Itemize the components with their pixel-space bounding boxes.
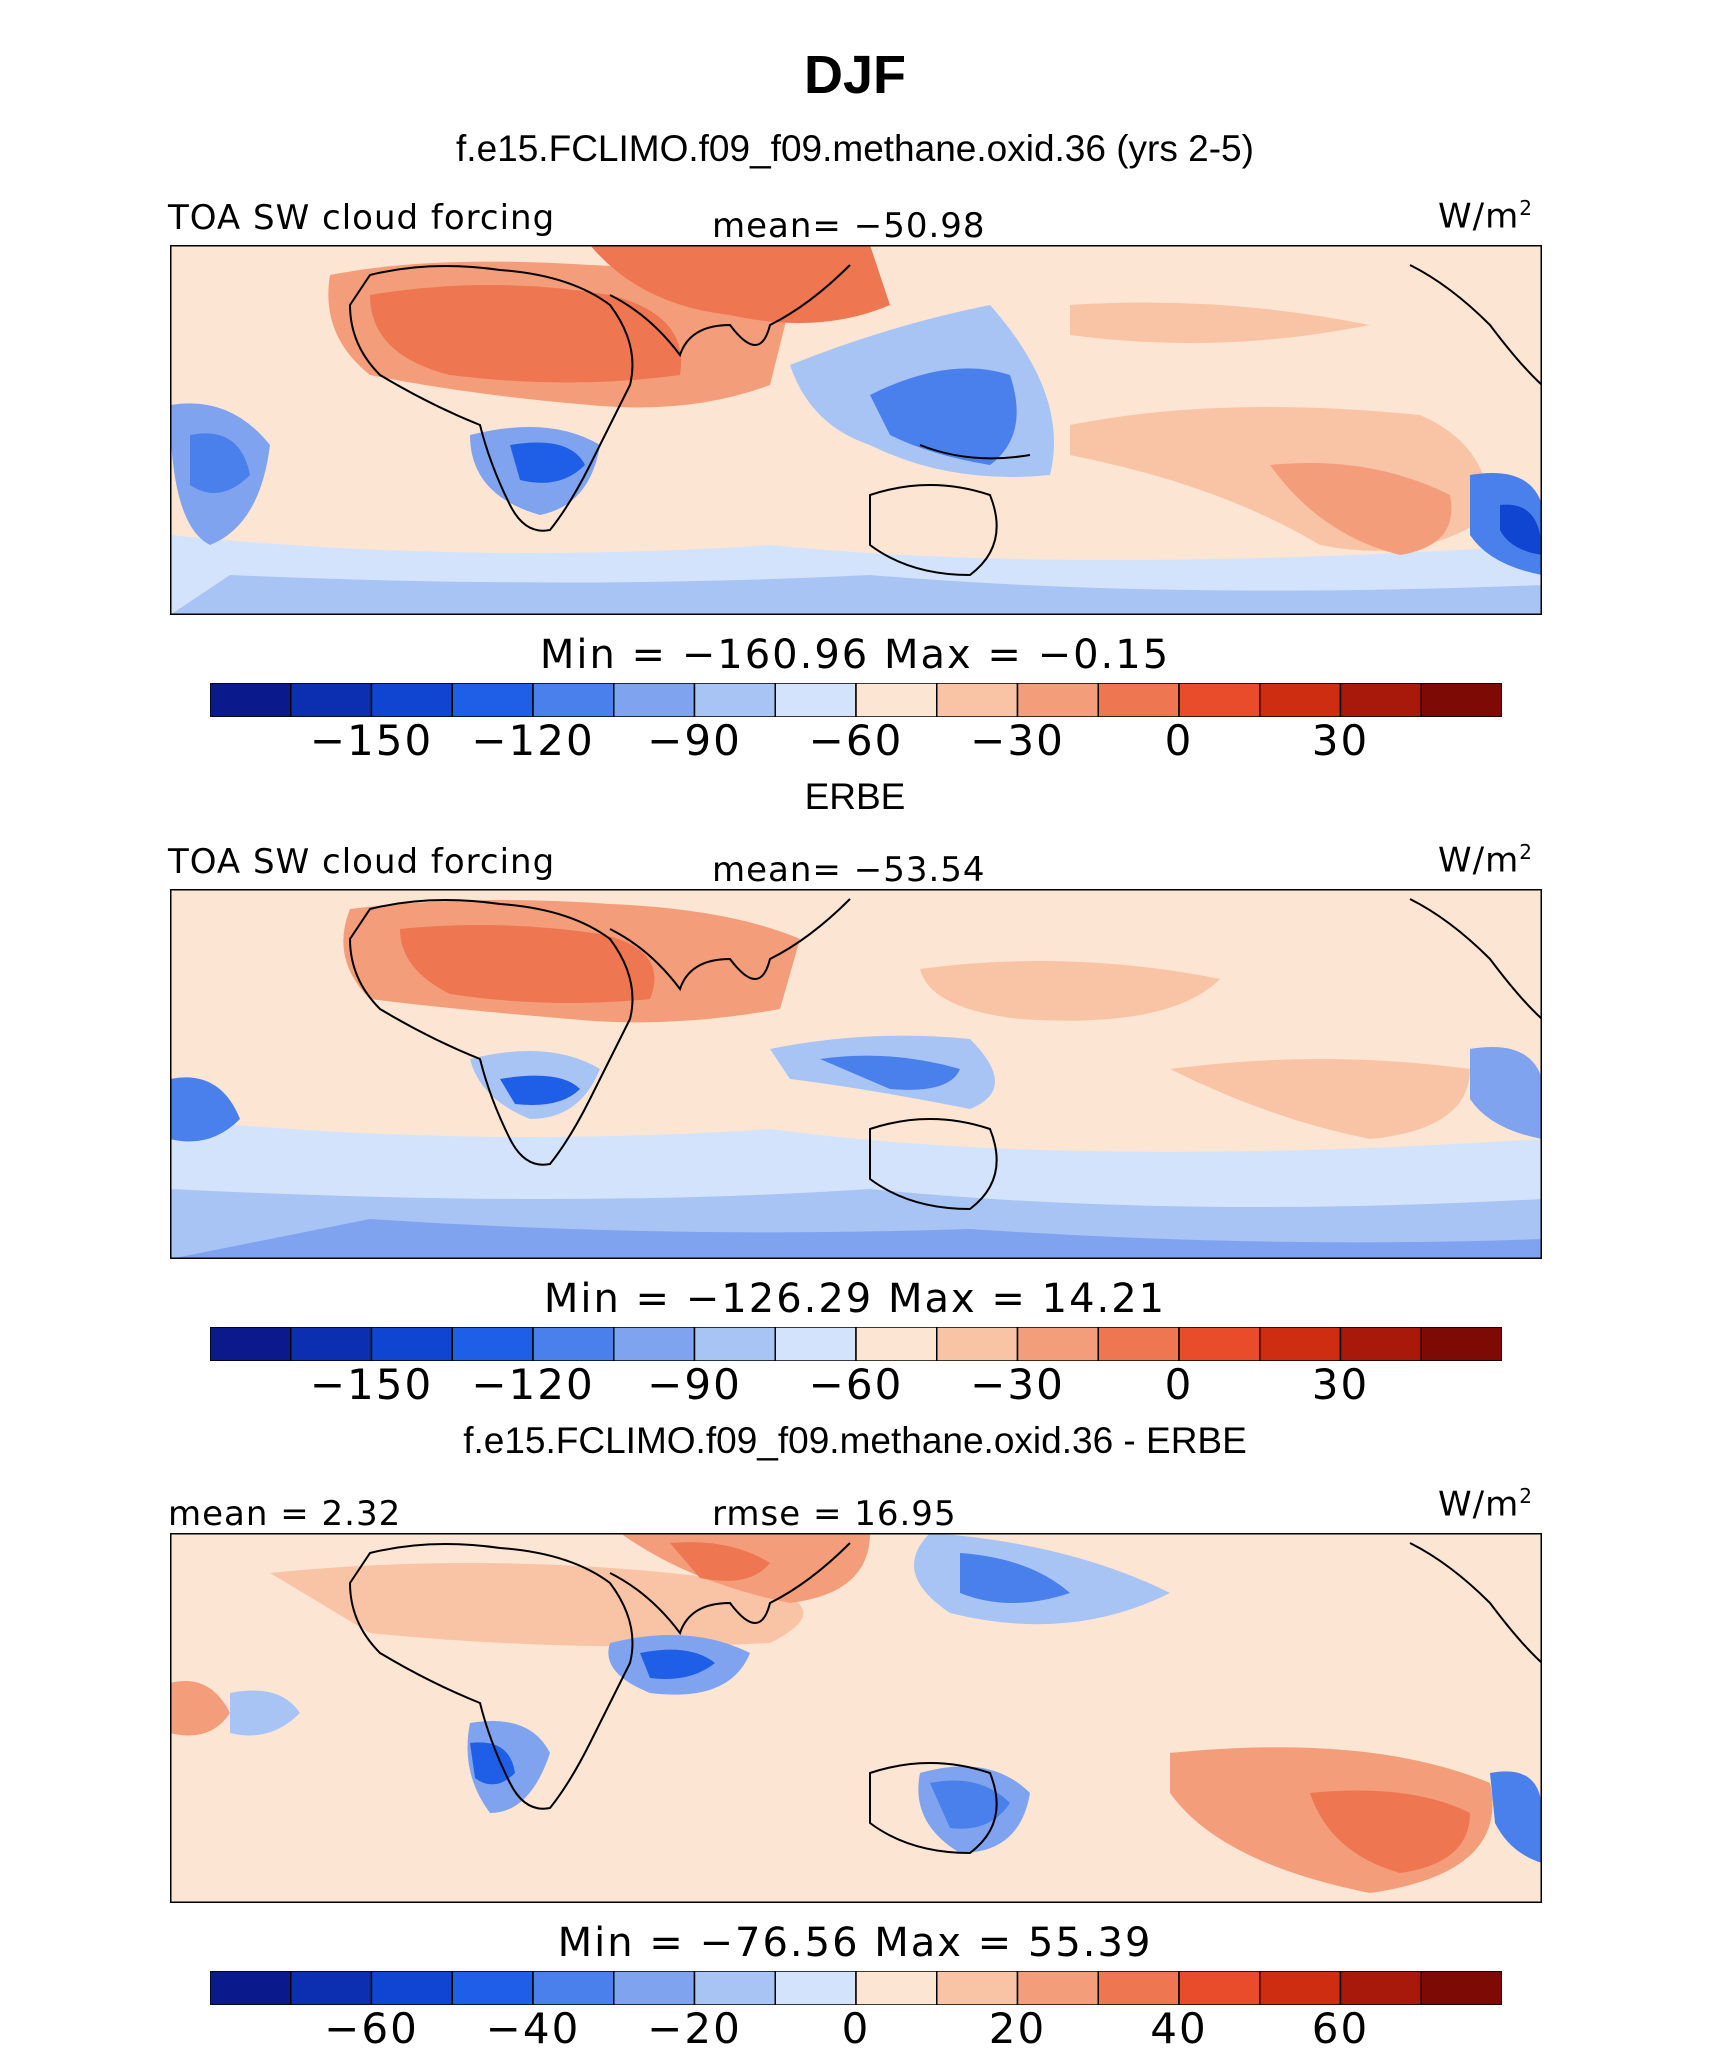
- panel2-minmax: Min = −126.29 Max = 14.21: [543, 1276, 1167, 1322]
- panel3-subtitle: f.e15.FCLIMO.f09_f09.methane.oxid.36 - E…: [463, 1420, 1247, 1461]
- colorbar-swatch: [1097, 1327, 1180, 1361]
- colorbar-swatch: [451, 1971, 534, 2005]
- colorbar-tick-label: 0: [841, 2004, 871, 2053]
- colorbar-swatch: [1420, 1327, 1502, 1361]
- panel3-colorbar-ticks: −60 −40 −20 0 20 40 60: [0, 2004, 1710, 2054]
- panel2-mean-label: mean= −53.54: [712, 850, 986, 890]
- colorbar-swatch: [1016, 683, 1099, 717]
- panel2-colorbar: [210, 1327, 1502, 1361]
- colorbar-swatch: [1016, 1971, 1099, 2005]
- panel2-units: W/m2: [1438, 840, 1533, 881]
- colorbar-swatch: [1097, 1971, 1180, 2005]
- colorbar-tick-label: −90: [647, 1360, 742, 1409]
- colorbar-swatch: [1178, 1971, 1261, 2005]
- colorbar-swatch: [774, 683, 857, 717]
- colorbar-swatch: [1178, 1327, 1261, 1361]
- colorbar-swatch: [370, 1971, 453, 2005]
- colorbar-tick-label: 60: [1311, 2004, 1370, 2053]
- colorbar-swatch: [693, 1327, 776, 1361]
- colorbar-swatch: [290, 1971, 373, 2005]
- panel1-mean-label: mean= −50.98: [712, 206, 986, 246]
- colorbar-swatch: [936, 1971, 1019, 2005]
- colorbar-swatch: [451, 1327, 534, 1361]
- colorbar-swatch: [613, 683, 696, 717]
- colorbar-swatch: [613, 1327, 696, 1361]
- panel1-colorbar: [210, 683, 1502, 717]
- panel1-variable-label: TOA SW cloud forcing: [168, 198, 556, 238]
- colorbar-swatch: [1339, 683, 1422, 717]
- panel3-units: W/m2: [1438, 1484, 1533, 1525]
- colorbar-tick-label: −120: [471, 1360, 595, 1409]
- panel3-rmse-label: rmse = 16.95: [712, 1494, 957, 1534]
- colorbar-swatch: [1097, 683, 1180, 717]
- figure-title: DJF: [803, 45, 906, 105]
- colorbar-tick-label: −20: [647, 2004, 742, 2053]
- colorbar-tick-label: 20: [988, 2004, 1047, 2053]
- colorbar-swatch: [855, 683, 938, 717]
- colorbar-swatch: [370, 1327, 453, 1361]
- panel1-map: [170, 245, 1542, 615]
- colorbar-swatch: [1259, 1971, 1342, 2005]
- panel3-mean-label: mean = 2.32: [168, 1494, 402, 1534]
- colorbar-swatch: [693, 683, 776, 717]
- panel1-units: W/m2: [1438, 196, 1533, 237]
- panel3-colorbar: [210, 1971, 1502, 2005]
- colorbar-swatch: [532, 1327, 615, 1361]
- panel3-map: [170, 1533, 1542, 1903]
- colorbar-swatch: [936, 683, 1019, 717]
- colorbar-tick-label: −30: [970, 716, 1065, 765]
- colorbar-swatch: [210, 1327, 292, 1361]
- colorbar-swatch: [290, 683, 373, 717]
- colorbar-swatch: [532, 1971, 615, 2005]
- colorbar-tick-label: −60: [808, 1360, 904, 1409]
- colorbar-swatch: [532, 683, 615, 717]
- panel2-subtitle: ERBE: [804, 776, 906, 817]
- colorbar-swatch: [1420, 1971, 1502, 2005]
- colorbar-swatch: [855, 1327, 938, 1361]
- colorbar-swatch: [210, 1971, 292, 2005]
- colorbar-swatch: [210, 683, 292, 717]
- panel1-subtitle: f.e15.FCLIMO.f09_f09.methane.oxid.36 (yr…: [456, 128, 1254, 169]
- colorbar-tick-label: 0: [1164, 1360, 1194, 1409]
- panel2-colorbar-ticks: −150 −120 −90 −60 −30 0 30: [0, 1360, 1710, 1410]
- colorbar-tick-label: −150: [309, 716, 434, 765]
- colorbar-swatch: [370, 683, 453, 717]
- colorbar-swatch: [1178, 683, 1261, 717]
- colorbar-swatch: [613, 1971, 696, 2005]
- colorbar-swatch: [1259, 1327, 1342, 1361]
- colorbar-tick-label: 40: [1150, 2004, 1208, 2053]
- colorbar-swatch: [1420, 683, 1502, 717]
- colorbar-swatch: [290, 1327, 373, 1361]
- colorbar-tick-label: −30: [970, 1360, 1065, 1409]
- colorbar-swatch: [1339, 1971, 1422, 2005]
- colorbar-swatch: [855, 1971, 938, 2005]
- panel1-colorbar-ticks: −150 −120 −90 −60 −30 0 30: [0, 716, 1710, 766]
- panel2-variable-label: TOA SW cloud forcing: [168, 842, 556, 882]
- colorbar-tick-label: 30: [1311, 716, 1370, 765]
- colorbar-swatch: [1259, 683, 1342, 717]
- panel2-map: [170, 889, 1542, 1259]
- colorbar-tick-label: −60: [808, 716, 904, 765]
- colorbar-tick-label: −120: [471, 716, 595, 765]
- colorbar-tick-label: 30: [1311, 1360, 1370, 1409]
- colorbar-swatch: [774, 1971, 857, 2005]
- colorbar-tick-label: 0: [1164, 716, 1194, 765]
- colorbar-swatch: [693, 1971, 776, 2005]
- colorbar-tick-label: −40: [485, 2004, 581, 2053]
- panel3-minmax: Min = −76.56 Max = 55.39: [557, 1920, 1153, 1966]
- colorbar-swatch: [1016, 1327, 1099, 1361]
- panel1-minmax: Min = −160.96 Max = −0.15: [539, 632, 1171, 678]
- colorbar-tick-label: −150: [309, 1360, 434, 1409]
- colorbar-swatch: [774, 1327, 857, 1361]
- colorbar-swatch: [936, 1327, 1019, 1361]
- colorbar-swatch: [451, 683, 534, 717]
- colorbar-tick-label: −90: [647, 716, 742, 765]
- colorbar-swatch: [1339, 1327, 1422, 1361]
- colorbar-tick-label: −60: [324, 2004, 419, 2053]
